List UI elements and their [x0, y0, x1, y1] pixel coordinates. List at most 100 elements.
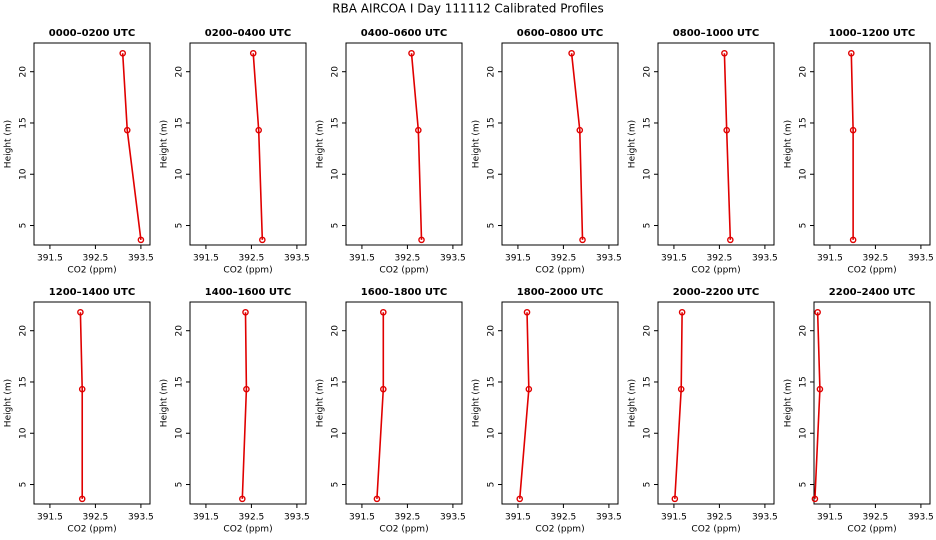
- point: [811, 495, 819, 503]
- y-tick-label: 10: [643, 427, 653, 439]
- y-tick-label: 15: [331, 117, 341, 128]
- panel-title: 0200–0400 UTC: [205, 28, 291, 39]
- point: [119, 49, 127, 57]
- y-axis-label: Height (m): [472, 120, 482, 168]
- y-tick-label: 10: [19, 168, 29, 180]
- x-axis-label: CO2 (ppm): [691, 266, 740, 276]
- x-tick-label: 392.5: [239, 513, 265, 523]
- point: [849, 236, 857, 244]
- profile-line: [376, 312, 385, 499]
- profile-line: [674, 312, 683, 499]
- y-tick-label: 20: [175, 325, 185, 337]
- point: [516, 495, 524, 503]
- point: [721, 49, 728, 57]
- profile-line: [79, 312, 84, 499]
- plot-frame: [657, 301, 775, 505]
- y-tick-label: 15: [799, 376, 809, 387]
- point: [816, 385, 824, 393]
- x-tick-label: 391.5: [193, 254, 219, 264]
- plot-frame: [501, 42, 619, 246]
- x-axis-label: CO2 (ppm): [535, 525, 584, 535]
- y-tick-label: 15: [487, 117, 497, 128]
- y-tick-label: 15: [643, 376, 653, 387]
- y-tick-label: 20: [175, 66, 185, 78]
- panel-title: 2200–2400 UTC: [829, 287, 915, 298]
- y-tick-label: 20: [643, 325, 653, 337]
- y-tick-label: 20: [799, 66, 809, 78]
- profile-line: [518, 312, 530, 499]
- y-tick-label: 15: [19, 376, 29, 387]
- y-tick-label: 10: [175, 427, 185, 439]
- y-tick-label: 10: [487, 427, 497, 439]
- point: [255, 126, 262, 134]
- point: [849, 126, 857, 134]
- y-axis-label: Height (m): [316, 379, 326, 427]
- point: [576, 126, 584, 134]
- profile-line: [241, 312, 248, 499]
- panel-title: 0400–0600 UTC: [361, 28, 447, 39]
- point: [814, 308, 821, 316]
- x-axis-label: CO2 (ppm): [67, 525, 116, 535]
- x-tick-label: 391.5: [661, 513, 687, 523]
- y-tick-label: 10: [643, 168, 653, 180]
- panel-title: 0800–1000 UTC: [673, 28, 759, 39]
- point: [525, 385, 533, 393]
- y-tick-label: 10: [799, 427, 809, 439]
- x-tick-label: 393.5: [752, 254, 778, 264]
- y-tick-label: 10: [331, 168, 341, 180]
- x-tick-label: 393.5: [596, 254, 622, 264]
- panel-title: 0000–0200 UTC: [49, 28, 135, 39]
- x-axis-label: CO2 (ppm): [223, 266, 272, 276]
- y-tick-label: 15: [175, 117, 185, 128]
- point: [259, 236, 266, 244]
- x-tick-label: 393.5: [128, 254, 154, 264]
- x-tick-label: 392.5: [239, 254, 265, 264]
- x-axis-label: CO2 (ppm): [847, 525, 896, 535]
- y-tick-label: 20: [19, 66, 29, 78]
- x-tick-label: 391.5: [817, 513, 843, 523]
- y-tick-label: 5: [643, 482, 653, 488]
- x-tick-label: 392.5: [83, 254, 109, 264]
- y-axis-label: Height (m): [472, 379, 482, 427]
- y-axis-label: Height (m): [784, 120, 794, 168]
- point: [78, 385, 86, 393]
- plot-frame: [501, 301, 619, 505]
- point: [373, 495, 381, 503]
- point: [579, 236, 586, 244]
- x-tick-label: 391.5: [193, 513, 219, 523]
- y-tick-label: 20: [331, 325, 341, 337]
- point: [123, 126, 131, 134]
- x-axis-label: CO2 (ppm): [379, 525, 428, 535]
- plot-frame: [345, 42, 463, 246]
- panel-title: 1000–1200 UTC: [829, 28, 915, 39]
- y-axis-label: Height (m): [4, 120, 14, 168]
- point: [137, 236, 145, 244]
- y-tick-label: 15: [487, 376, 497, 387]
- x-tick-label: 392.5: [707, 254, 733, 264]
- profile-line: [252, 53, 264, 240]
- x-tick-label: 392.5: [551, 513, 577, 523]
- y-tick-label: 20: [643, 66, 653, 78]
- plot-frame: [657, 42, 775, 246]
- y-tick-label: 20: [19, 325, 29, 337]
- point: [523, 308, 531, 316]
- y-tick-label: 5: [175, 482, 185, 488]
- x-axis-label: CO2 (ppm): [847, 266, 896, 276]
- y-tick-label: 20: [331, 66, 341, 78]
- x-tick-label: 392.5: [395, 254, 421, 264]
- plot-frame: [813, 42, 931, 246]
- y-tick-label: 15: [19, 117, 29, 128]
- x-axis-label: CO2 (ppm): [67, 266, 116, 276]
- profile-line: [570, 53, 584, 240]
- y-tick-label: 5: [175, 223, 185, 229]
- x-tick-label: 393.5: [128, 513, 154, 523]
- x-tick-label: 391.5: [37, 254, 63, 264]
- point: [242, 308, 249, 316]
- panel-title: 1600–1800 UTC: [361, 287, 447, 298]
- x-tick-label: 391.5: [349, 513, 375, 523]
- point: [408, 49, 415, 57]
- y-tick-label: 20: [487, 325, 497, 337]
- x-tick-label: 393.5: [908, 254, 934, 264]
